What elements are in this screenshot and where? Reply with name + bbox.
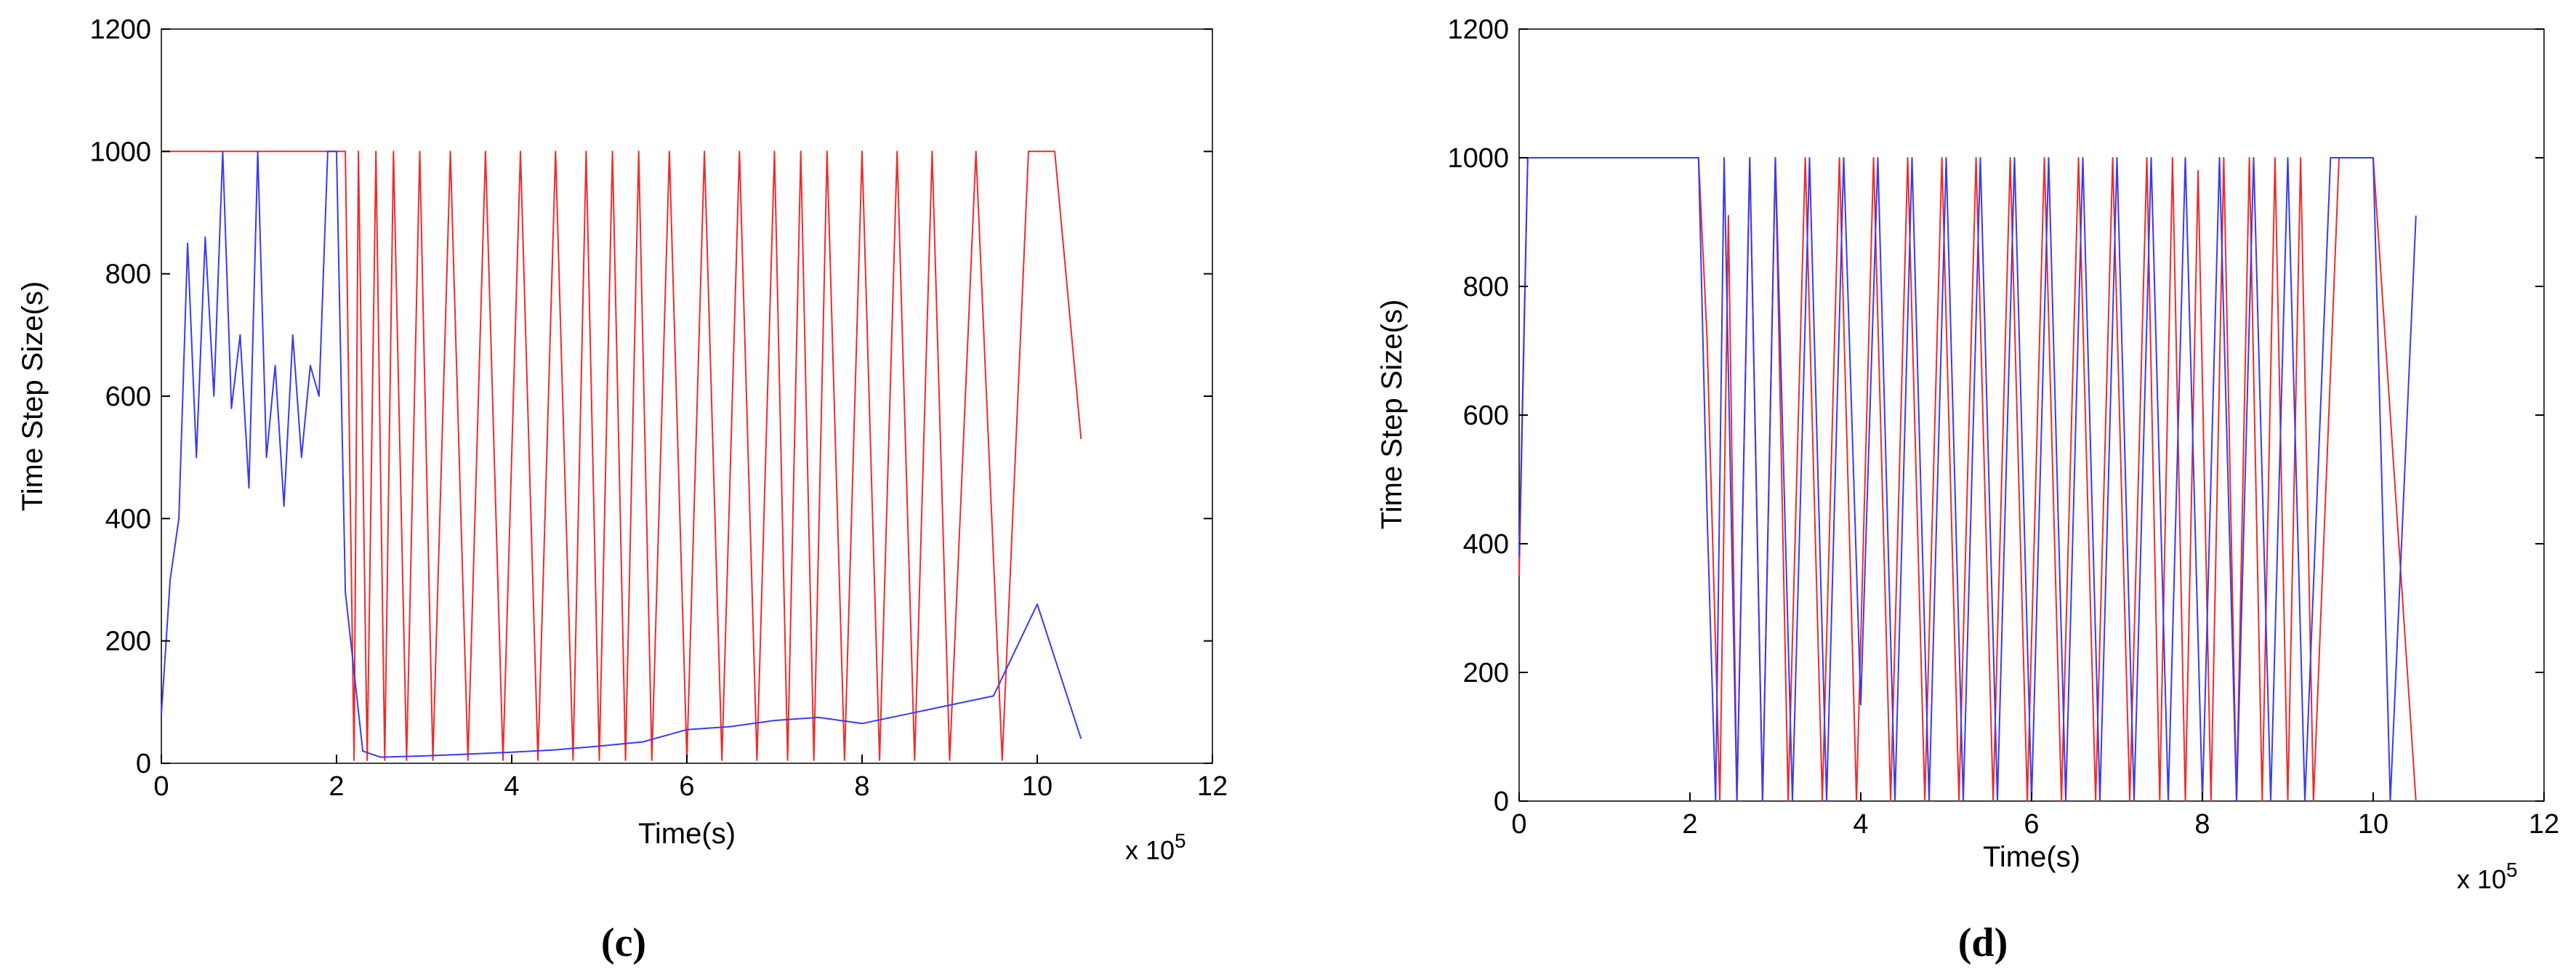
y-tick-label: 200 <box>105 627 151 657</box>
x-multiplier: x 105 <box>1125 829 1186 865</box>
y-tick-label: 1200 <box>1447 15 1509 45</box>
panel-label-d: (d) <box>1958 920 2008 965</box>
y-tick-label: 800 <box>105 260 151 290</box>
y-tick-label: 0 <box>1494 787 1509 817</box>
series-line-red <box>161 150 1082 761</box>
x-tick-label: 12 <box>2529 809 2559 840</box>
y-tick-label: 400 <box>105 504 151 534</box>
series-line-blue <box>161 150 1082 758</box>
y-tick-label: 1000 <box>1447 143 1509 174</box>
panel-letter: d <box>1971 920 1994 965</box>
y-tick-label: 600 <box>1463 401 1509 431</box>
panel-letter: c <box>615 920 633 965</box>
y-tick-label: 800 <box>1463 272 1509 302</box>
series-line-red <box>1518 157 2417 802</box>
series-layer <box>1518 157 2417 802</box>
series-line-blue <box>1518 157 2417 802</box>
x-tick-label: 4 <box>1853 809 1868 840</box>
x-multiplier: x 105 <box>2457 859 2518 894</box>
chart-c: 0 2 4 6 8 10 12 0 200 400 600 800 1000 1200 Time(s) T… <box>17 15 1228 965</box>
y-axis-label: Time Step Size(s) <box>1376 299 1408 529</box>
ticks: 0 2 4 6 8 10 12 0 200 400 600 800 1000 1200 <box>1447 15 2559 840</box>
y-tick-label: 600 <box>105 382 151 412</box>
x-multiplier-exponent: 5 <box>1175 829 1186 852</box>
x-tick-label: 6 <box>2024 809 2039 840</box>
x-tick-label: 4 <box>504 771 519 802</box>
x-multiplier-exponent: 5 <box>2506 859 2518 881</box>
x-multiplier-base: x 10 <box>1125 835 1175 865</box>
y-tick-label: 0 <box>136 749 151 779</box>
x-axis-label: Time(s) <box>1983 841 2080 873</box>
y-tick-label: 200 <box>1463 658 1509 688</box>
series-layer <box>161 150 1082 761</box>
chart-d: 0 2 4 6 8 10 12 0 200 400 600 800 1000 1200 Time(s) T… <box>1376 15 2559 965</box>
x-tick-label: 0 <box>153 771 169 802</box>
y-tick-label: 400 <box>1463 529 1509 560</box>
panel-label-c: (c) <box>601 920 646 965</box>
y-axis-label: Time Step Size(s) <box>17 281 49 511</box>
ticks: 0 2 4 6 8 10 12 0 200 400 600 800 1000 1200 <box>89 15 1228 802</box>
x-multiplier-base: x 10 <box>2457 864 2506 894</box>
x-tick-label: 0 <box>1511 809 1526 840</box>
y-tick-label: 1200 <box>89 15 151 45</box>
x-tick-label: 10 <box>1022 771 1052 802</box>
x-tick-label: 2 <box>329 771 344 802</box>
y-tick-label: 1000 <box>89 137 151 167</box>
x-tick-label: 8 <box>2194 809 2210 840</box>
x-tick-label: 6 <box>679 771 694 802</box>
x-tick-label: 12 <box>1197 771 1228 802</box>
x-axis-label: Time(s) <box>638 818 736 850</box>
x-tick-label: 2 <box>1682 809 1697 840</box>
x-tick-label: 10 <box>2358 809 2388 840</box>
x-tick-label: 8 <box>854 771 869 802</box>
